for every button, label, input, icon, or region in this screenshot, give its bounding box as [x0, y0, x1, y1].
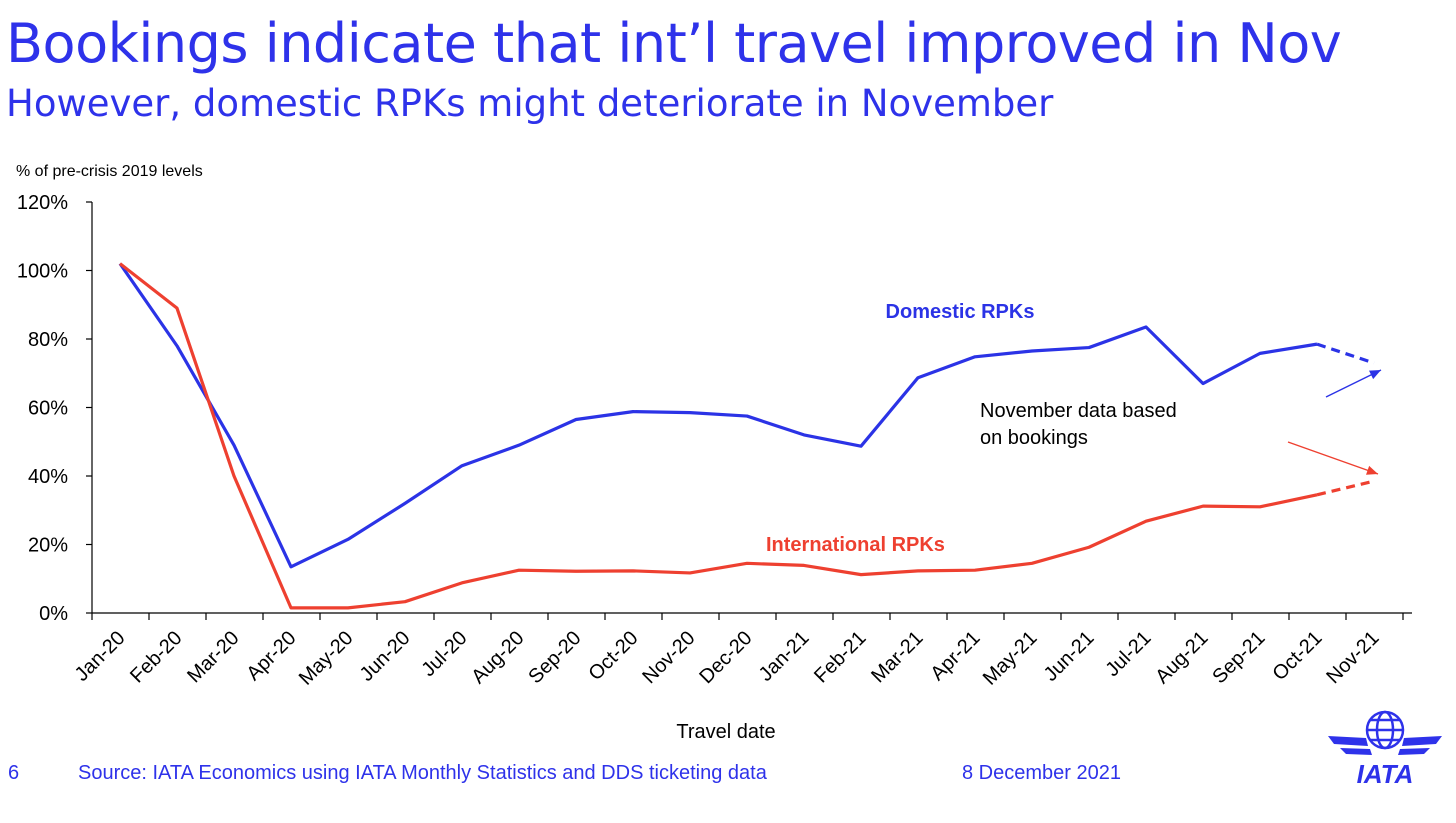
x-tick-label: May-20 — [295, 627, 358, 690]
y-tick-label: 20% — [28, 535, 68, 557]
international-annotation-arrow-head — [1366, 465, 1378, 475]
domestic-annotation-arrow-head — [1369, 370, 1381, 380]
x-axis-label: Travel date — [676, 721, 775, 743]
domestic-rpks-forecast-line — [1316, 342, 1375, 365]
annotation-text-line-1: November data based — [980, 400, 1177, 422]
x-tick-label: Jun-20 — [356, 627, 415, 686]
x-tick-label: Oct-21 — [1269, 627, 1327, 685]
y-tick-label: 80% — [28, 329, 68, 351]
x-tick-label: Dec-20 — [695, 627, 756, 688]
y-tick-label: 100% — [17, 261, 68, 283]
x-tick-label: Apr-20 — [243, 627, 301, 685]
domestic-series-label: Domestic RPKs — [886, 301, 1035, 323]
international-annotation-arrow — [1287, 441, 1379, 475]
x-tick-label: Nov-21 — [1322, 627, 1383, 688]
x-tick-label: Aug-20 — [467, 627, 528, 688]
source-note: Source: IATA Economics using IATA Monthl… — [78, 762, 767, 784]
x-tick-label: Aug-21 — [1151, 627, 1212, 688]
wings-icon — [1328, 736, 1442, 755]
iata-logo: IATA — [1328, 710, 1442, 788]
logo-wordmark: IATA — [1357, 759, 1414, 788]
y-tick-label: 60% — [28, 398, 68, 420]
x-tick-label: Jul-20 — [417, 627, 471, 681]
y-tick-label: 120% — [17, 192, 68, 214]
x-tick-label: Jan-20 — [71, 627, 130, 686]
y-tick-label: 0% — [39, 603, 68, 625]
x-tick-label: Mar-20 — [183, 627, 243, 687]
annotation-layer: November data based on bookings — [980, 369, 1382, 475]
international-rpks-line — [119, 262, 1318, 610]
x-tick-label: Jan-21 — [755, 627, 814, 686]
slide-subtitle: However, domestic RPKs might deteriorate… — [6, 82, 1054, 125]
x-tick-label: Nov-20 — [638, 627, 699, 688]
international-rpks-forecast-line — [1316, 479, 1375, 497]
x-tick-label: Jun-21 — [1040, 627, 1099, 686]
x-tick-label: May-21 — [979, 627, 1042, 690]
x-tick-label: Feb-20 — [126, 627, 186, 687]
slide-title: Bookings indicate that int’l travel impr… — [6, 12, 1342, 75]
series-layer — [118, 262, 1375, 610]
domestic-rpks-line — [118, 262, 1318, 569]
x-tick-label: Sep-21 — [1208, 627, 1269, 688]
y-tick-label: 40% — [28, 466, 68, 488]
page-number: 6 — [8, 762, 20, 784]
x-tick-label: Jul-21 — [1101, 627, 1155, 681]
annotation-text-line-2: on bookings — [980, 427, 1088, 449]
international-series-label: International RPKs — [766, 534, 945, 556]
y-axis-label: % of pre-crisis 2019 levels — [16, 163, 203, 180]
x-tick-label: Apr-21 — [927, 627, 985, 685]
x-tick-label: Sep-20 — [524, 627, 585, 688]
x-tick-label: Mar-21 — [867, 627, 927, 687]
x-tick-label: Feb-21 — [810, 627, 870, 687]
x-tick-label: Oct-20 — [585, 627, 643, 685]
slide-date: 8 December 2021 — [962, 762, 1121, 784]
y-axis: 0% 20% 40% 60% 80% 100% 120% — [17, 192, 93, 625]
